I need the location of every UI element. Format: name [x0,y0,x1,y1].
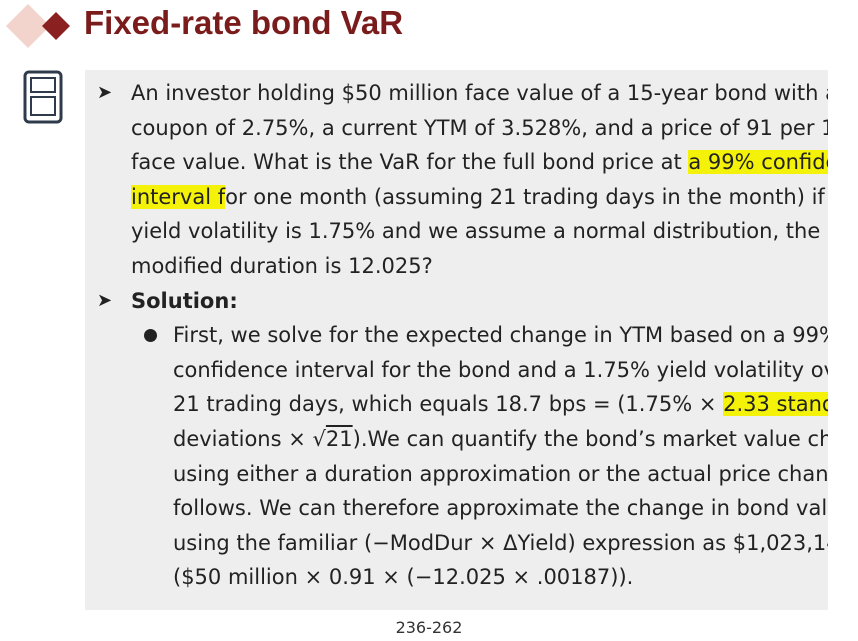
highlighted-text: interval f [131,184,226,209]
title-decoration [6,4,70,48]
text-line: using either a duration approximation or… [173,459,828,489]
highlighted-text: a 99% confide [688,150,828,175]
text-line: using the familiar (−ModDur × ΔYield) ex… [173,528,828,558]
text: coupon of 2.75%, a current YTM of 3.528%… [131,115,828,140]
calculator-icon [23,70,63,124]
text: ($50 million × 0.91 × (−12.025 × .00187)… [173,565,634,590]
text: using either a duration approximation or… [173,461,828,486]
text: face value. What is the VaR for the full… [131,150,689,175]
text-line: modified duration is 12.025? [131,251,433,281]
text: 21 [325,427,353,451]
highlighted-text: 2.33 standa [723,392,828,417]
text: confidence interval for the bond and a 1… [173,357,828,382]
bullet-arrow: ➤ [97,82,113,103]
text-line: face value. What is the VaR for the full… [131,147,828,177]
text-line: follows. We can therefore approximate th… [173,493,828,523]
text-line: yield volatility is 1.75% and we assume … [131,216,820,246]
text-line: 21 trading days, which equals 18.7 bps =… [173,389,828,419]
text-line: confidence interval for the bond and a 1… [173,355,828,385]
bullet-arrow: ➤ [97,289,113,311]
text-line: interval for one month (assuming 21 trad… [131,182,825,212]
text: modified duration is 12.025? [131,254,433,278]
bullet-dot [144,329,157,343]
text-line: deviations × √21).We can quantify the bo… [173,424,828,454]
text-line: An investor holding $50 million face val… [131,78,828,108]
text: ).We can quantify the bond’s market valu… [352,427,828,451]
text: First, we solve for the expected change … [173,323,828,348]
text-line: coupon of 2.75%, a current YTM of 3.528%… [131,113,828,143]
page-number: 236-262 [395,618,463,637]
text: deviations × √ [173,427,326,451]
content-box: ➤ An investor holding $50 million face va… [85,70,828,610]
text: yield volatility is 1.75% and we assume … [131,219,821,244]
solution-label: Solution: [131,288,238,313]
text: 21 trading days, which equals 18.7 bps =… [173,392,724,417]
text: follows. We can therefore approximate th… [173,496,828,521]
text: or one month (assuming 21 trading days i… [225,184,825,209]
title: Fixed-rate bond VaR [84,4,404,41]
text: using the familiar (−ModDur × ΔYield) ex… [173,530,828,555]
text: An investor holding $50 million face val… [131,81,828,105]
text-line: ($50 million × 0.91 × (−12.025 × .00187)… [173,562,633,592]
text-line: First, we solve for the expected change … [173,320,828,350]
